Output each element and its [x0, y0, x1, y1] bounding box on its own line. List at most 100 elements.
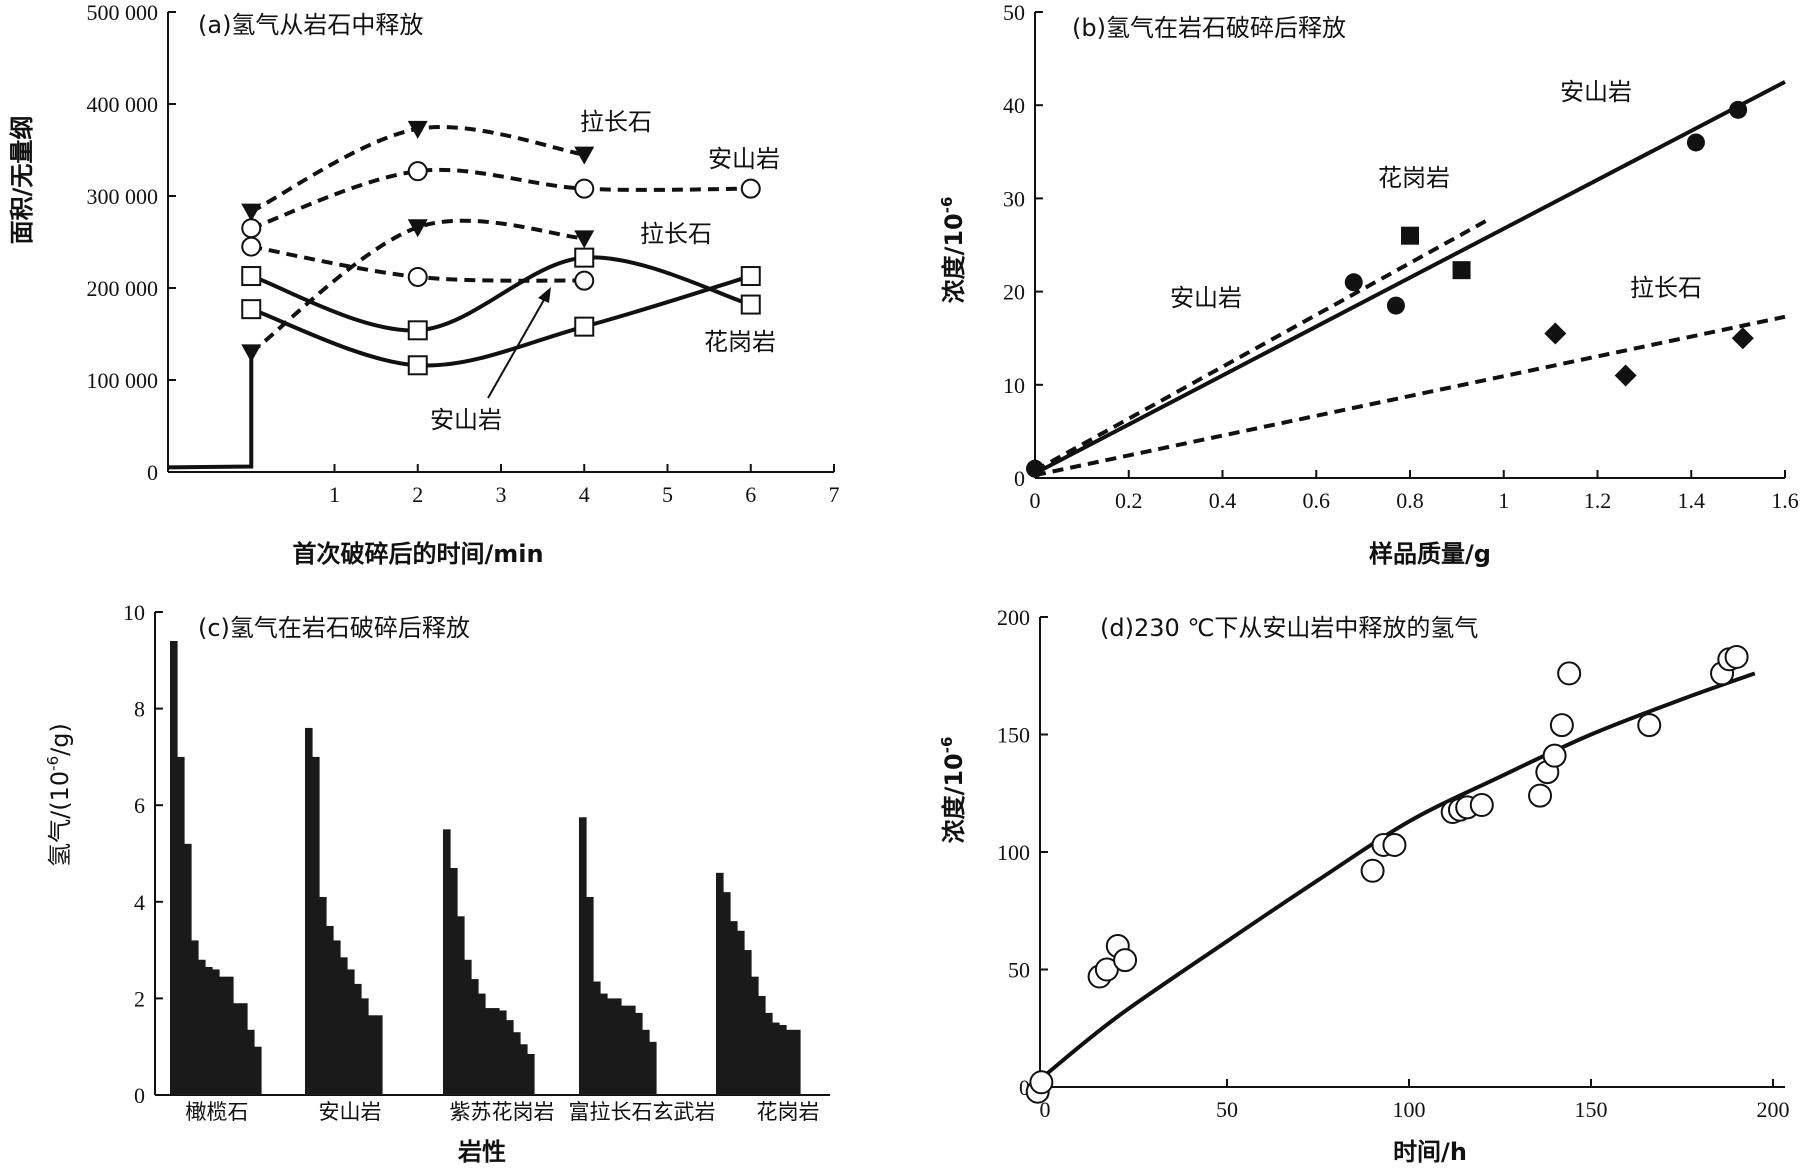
panel-a-series-2-point: [574, 178, 595, 199]
panel-a-series-5-point: [740, 294, 761, 315]
panel-c-bar: [443, 829, 451, 1095]
y-tick-label: 100: [997, 840, 1030, 865]
y-tick-label: 8: [134, 697, 145, 722]
y-tick-label: 20: [1003, 280, 1025, 305]
panel-c-bar: [368, 1015, 376, 1095]
panel-c-bar: [786, 1029, 794, 1095]
panel-c: 0 2 4 6 8 10 橄榄石 安山岩 紫苏花岗岩 富拉长石玄武岩 花岗岩 (c)氢气在岩石破碎后…: [44, 600, 830, 1166]
panel-a-series-1-point: [241, 203, 262, 222]
panel-a-series-3-point: [241, 344, 262, 363]
panel-d-ylabel: 浓度/10-6: [938, 737, 968, 844]
panel-a-series-6-line: [250, 274, 752, 368]
panel-a-series-6-point: [241, 299, 262, 320]
panel-c-bar: [628, 1005, 636, 1095]
y-tick-label: 0: [1019, 1075, 1030, 1100]
panel-c-bar: [170, 640, 178, 1095]
panel-c-title: (c)氢气在岩石破碎后释放: [198, 614, 470, 642]
panel-c-bar: [499, 1010, 507, 1095]
y-tick-label: 200: [997, 605, 1030, 630]
panel-b-series-1-point: [1026, 459, 1044, 478]
y-tick-label: 10: [123, 600, 145, 625]
y-tick-label: 0: [147, 460, 158, 485]
x-tick-label: 5: [662, 482, 673, 507]
panel-b-series-1-point: [1386, 296, 1405, 315]
panel-a-series-6-point: [574, 316, 595, 337]
panel-c-bar: [506, 1020, 514, 1095]
panel-c-bar: [247, 1029, 255, 1095]
panel-c-bar: [765, 1012, 773, 1095]
panel-b-series-1-point: [1344, 273, 1363, 292]
y-tick-label: 10: [1003, 373, 1025, 398]
x-tick-label: 200: [1757, 1097, 1790, 1122]
panel-c-bar: [340, 957, 348, 1095]
panel-a-label-granite: 花岗岩: [704, 328, 776, 356]
x-tick-label: 100: [1393, 1097, 1426, 1122]
panel-c-bar: [319, 896, 327, 1095]
panel-d-point: [1029, 1070, 1054, 1095]
panel-a-label-labradorite-mid: 拉长石: [640, 220, 712, 248]
x-tick-label: 1: [329, 482, 340, 507]
panel-b-fit-line-1: [1034, 80, 1786, 476]
panel-d-point: [1113, 948, 1138, 973]
panel-a-series-2-point: [241, 218, 262, 239]
panel-c-bar: [177, 756, 185, 1095]
panel-c-category-label: 紫苏花岗岩: [450, 1100, 555, 1124]
panel-a-arrow: [487, 287, 551, 399]
panel-b-xlabel: 样品质量/g: [1369, 540, 1491, 568]
panel-c-bar: [347, 969, 355, 1095]
y-tick-label: 2: [134, 986, 145, 1011]
y-tick-label: 0: [1014, 466, 1025, 491]
panel-d-xlabel: 时间/h: [1393, 1138, 1467, 1166]
panel-a-series-5-point: [574, 247, 595, 268]
panel-c-bar: [730, 921, 738, 1095]
panel-b-fit-line-3: [1034, 314, 1786, 478]
panel-b-series-2-point: [1401, 226, 1419, 245]
panel-c-category-label: 橄榄石: [186, 1100, 249, 1124]
panel-c-bar: [586, 896, 594, 1095]
panel-c-bar: [240, 1003, 248, 1095]
panel-c-bar: [354, 983, 362, 1095]
y-tick-label: 0: [134, 1083, 145, 1108]
panel-c-bar: [305, 727, 313, 1095]
panel-a-label-andesite-top: 安山岩: [708, 145, 780, 173]
y-tick-label: 100 000: [87, 368, 159, 393]
panel-c-bar: [779, 1024, 787, 1095]
panel-d-point: [1549, 713, 1574, 738]
panel-a: 1 2 3 4 5 6 7 0 100 000 200 000 300 000 400 000 500 …: [8, 0, 840, 568]
y-tick-label: 200 000: [87, 276, 159, 301]
panel-c-bar: [513, 1032, 521, 1095]
x-tick-label: 0.6: [1303, 488, 1331, 513]
panel-b-series-1-point: [1686, 133, 1705, 152]
panel-d-point: [1637, 713, 1662, 738]
panel-c-bar: [492, 1008, 500, 1095]
panel-a-ylabel: 面积/无量纲: [8, 116, 36, 245]
x-tick-label: 0: [1040, 1097, 1051, 1122]
panel-c-bar: [744, 950, 752, 1095]
panel-c-bar: [649, 1041, 657, 1095]
panel-b-label-andesite-left: 安山岩: [1170, 284, 1242, 312]
panel-c-bar: [642, 1029, 650, 1095]
panel-c-category-label: 花岗岩: [757, 1100, 820, 1124]
panel-a-series-2-line: [250, 167, 751, 231]
panel-b-title: (b)氢气在岩石破碎后释放: [1072, 14, 1346, 42]
y-tick-label: 50: [1008, 958, 1030, 983]
panel-b-label-andesite-top: 安山岩: [1560, 78, 1632, 106]
panel-c-bar: [635, 1012, 643, 1095]
panel-a-series-6-point: [740, 266, 761, 287]
panel-b-fit-line-2: [1034, 217, 1491, 473]
y-tick-label: 500 000: [87, 0, 159, 25]
panel-c-bar: [312, 756, 320, 1095]
y-tick-label: 4: [134, 890, 145, 915]
panel-c-bar: [527, 1053, 535, 1095]
panel-c-bar: [716, 872, 724, 1095]
panel-a-series-2-point: [407, 161, 428, 182]
x-tick-label: 6: [745, 482, 756, 507]
panel-a-series-2-point: [740, 178, 761, 199]
panel-d-title: (d)230 ℃下从安山岩中释放的氢气: [1100, 614, 1478, 642]
panel-a-series-5-line: [250, 255, 752, 333]
x-tick-label: 0.2: [1115, 488, 1143, 513]
panel-d-point: [1724, 644, 1749, 669]
panel-d-point: [1469, 793, 1494, 817]
x-tick-label: 3: [496, 482, 507, 507]
